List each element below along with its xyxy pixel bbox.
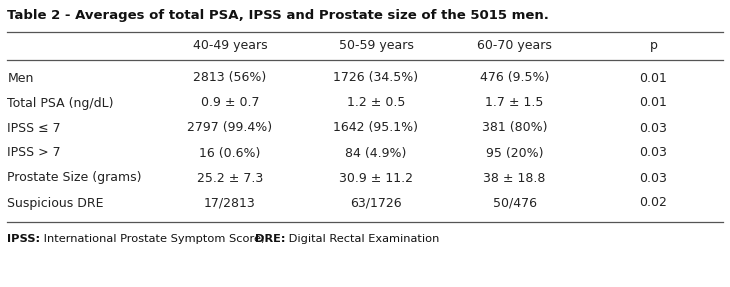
- Text: 63/1726: 63/1726: [350, 197, 402, 210]
- Text: 1.2 ± 0.5: 1.2 ± 0.5: [347, 96, 405, 110]
- Text: 0.9 ± 0.7: 0.9 ± 0.7: [201, 96, 259, 110]
- Text: 1.7 ± 1.5: 1.7 ± 1.5: [485, 96, 544, 110]
- Text: 50-59 years: 50-59 years: [339, 40, 413, 53]
- Text: p: p: [650, 40, 657, 53]
- Text: 84 (4.9%): 84 (4.9%): [345, 146, 407, 160]
- Text: 1726 (34.5%): 1726 (34.5%): [334, 71, 418, 84]
- Text: International Prostate Symptom Score;: International Prostate Symptom Score;: [40, 234, 269, 244]
- Text: Men: Men: [7, 71, 34, 84]
- Text: 16 (0.6%): 16 (0.6%): [199, 146, 261, 160]
- Text: 50/476: 50/476: [493, 197, 537, 210]
- Text: Prostate Size (grams): Prostate Size (grams): [7, 172, 142, 185]
- Text: 0.03: 0.03: [639, 172, 667, 185]
- Text: IPSS:: IPSS:: [7, 234, 40, 244]
- Text: 30.9 ± 11.2: 30.9 ± 11.2: [339, 172, 413, 185]
- Text: 476 (9.5%): 476 (9.5%): [480, 71, 550, 84]
- Text: 2797 (99.4%): 2797 (99.4%): [188, 121, 272, 135]
- Text: IPSS > 7: IPSS > 7: [7, 146, 61, 160]
- Text: 0.01: 0.01: [639, 96, 667, 110]
- Text: 38 ± 18.8: 38 ± 18.8: [483, 172, 546, 185]
- Text: 0.03: 0.03: [639, 146, 667, 160]
- Text: 0.02: 0.02: [639, 197, 667, 210]
- Text: IPSS ≤ 7: IPSS ≤ 7: [7, 121, 61, 135]
- Text: 60-70 years: 60-70 years: [477, 40, 552, 53]
- Text: DRE:: DRE:: [255, 234, 285, 244]
- Text: 95 (20%): 95 (20%): [486, 146, 543, 160]
- Text: Digital Rectal Examination: Digital Rectal Examination: [285, 234, 439, 244]
- Text: 0.03: 0.03: [639, 121, 667, 135]
- Text: 381 (80%): 381 (80%): [482, 121, 548, 135]
- Text: 1642 (95.1%): 1642 (95.1%): [334, 121, 418, 135]
- Text: 25.2 ± 7.3: 25.2 ± 7.3: [197, 172, 263, 185]
- Text: Total PSA (ng/dL): Total PSA (ng/dL): [7, 96, 114, 110]
- Text: 0.01: 0.01: [639, 71, 667, 84]
- Text: 17/2813: 17/2813: [204, 197, 255, 210]
- Text: Table 2 - Averages of total PSA, IPSS and Prostate size of the 5015 men.: Table 2 - Averages of total PSA, IPSS an…: [7, 9, 549, 22]
- Text: 40-49 years: 40-49 years: [193, 40, 267, 53]
- Text: 2813 (56%): 2813 (56%): [193, 71, 266, 84]
- Text: Suspicious DRE: Suspicious DRE: [7, 197, 104, 210]
